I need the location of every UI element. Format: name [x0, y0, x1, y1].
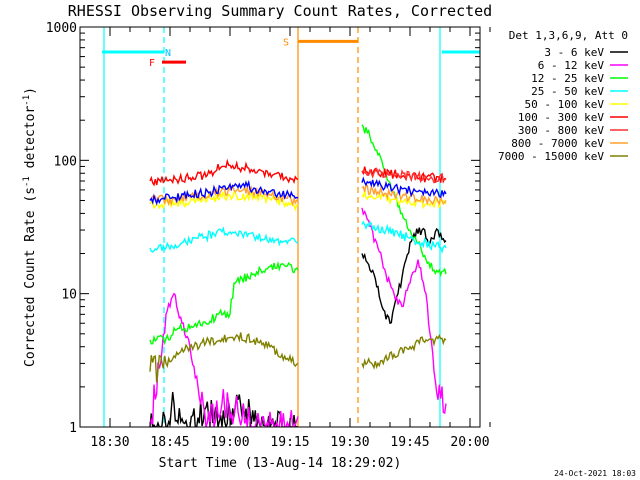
- legend-label-8: 800 - 7000 keV: [511, 137, 604, 150]
- series-line-10: [149, 176, 447, 206]
- legend-header: Det 1,3,6,9, Att 0: [509, 29, 628, 42]
- x-tick-label-2: 18:45: [150, 435, 189, 450]
- x-tick-label-6: 19:45: [390, 435, 429, 450]
- y-axis-label-exp-2: -1: [22, 95, 32, 106]
- series-line-3: [149, 124, 447, 346]
- series-line-7: [361, 167, 447, 184]
- x-tick-label-5: 19:30: [330, 435, 369, 450]
- y-axis-label-part-1: Corrected Count Rate (s: [23, 187, 38, 367]
- y-tick-label-1: 1: [69, 421, 77, 436]
- legend-label-7: 300 - 800 keV: [518, 124, 604, 137]
- legend-label-5: 50 - 100 keV: [525, 98, 605, 111]
- legend-label-4: 25 - 50 keV: [531, 85, 604, 98]
- plot-frame: [79, 26, 481, 428]
- x-axis-label: Start Time (13-Aug-14 18:29:02): [159, 456, 402, 471]
- axes: 1 10 100 1000 18:30 18:45 19:00 19:15 19:30 19:45…: [46, 21, 491, 450]
- legend-label-2: 6 - 12 keV: [538, 59, 605, 72]
- series-line-2: [149, 207, 447, 427]
- annotation-f: F: [149, 58, 155, 69]
- y-tick-label-2: 10: [61, 288, 77, 303]
- legend-label-1: 3 - 6 keV: [544, 46, 604, 59]
- footer-date: 24-Oct-2021 18:03: [554, 469, 636, 478]
- y-axis-label-exp-1: -1: [22, 176, 32, 187]
- x-tick-label-1: 18:30: [90, 435, 129, 450]
- legend-label-3: 12 - 25 keV: [531, 72, 604, 85]
- x-tick-label-3: 19:00: [210, 435, 249, 450]
- y-axis-label: Corrected Count Rate (s-1 detector-1): [22, 87, 38, 367]
- series-line-9: [149, 332, 447, 383]
- y-axis-label-part-3: ): [23, 87, 38, 95]
- y-axis-label-part-2: detector: [23, 106, 38, 177]
- annotation-s: S: [283, 37, 289, 48]
- plot-content: NF S: [102, 27, 480, 427]
- chart-title: RHESSI Observing Summary Count Rates, Co…: [68, 2, 492, 20]
- y-tick-label-4: 1000: [46, 21, 77, 36]
- series-line-8: [149, 184, 447, 207]
- y-tick-label-3: 100: [54, 154, 77, 169]
- legend-label-6: 100 - 300 keV: [518, 111, 604, 124]
- legend-label-9: 7000 - 15000 keV: [498, 150, 604, 163]
- plot-clipped: NF S: [102, 27, 480, 427]
- series-line-4: [149, 220, 447, 254]
- x-tick-label-7: 20:00: [450, 435, 489, 450]
- annotation-n: N: [165, 48, 171, 59]
- x-tick-label-4: 19:15: [270, 435, 309, 450]
